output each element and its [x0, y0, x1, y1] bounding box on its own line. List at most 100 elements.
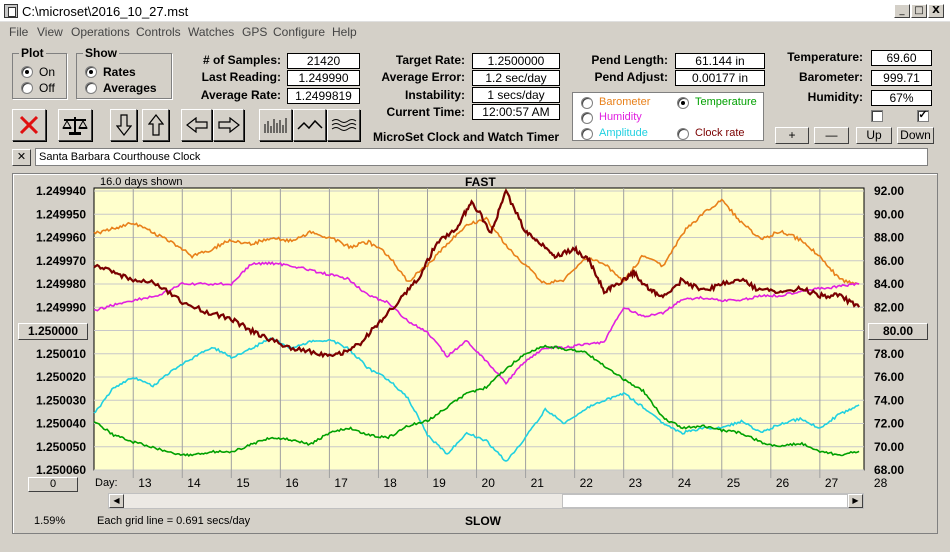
scale-down-button[interactable]: Down: [897, 127, 934, 144]
menu-configure[interactable]: Configure: [273, 25, 326, 39]
plot-on-radio[interactable]: [21, 66, 33, 78]
right-tick-label: 68.00: [874, 463, 904, 477]
line-view-button[interactable]: [293, 109, 326, 141]
arrow-up-icon: [147, 114, 164, 136]
day-tick-label: 25: [727, 476, 741, 490]
instability-value: 1 secs/day: [472, 87, 560, 103]
series-line-clock-rate: [93, 188, 861, 359]
amplitude-option-label: Amplitude: [599, 127, 648, 139]
menu-watches[interactable]: Watches: [188, 25, 235, 39]
scroll-up-button[interactable]: [142, 109, 169, 141]
pend-adjust-label: Pend Adjust:: [594, 70, 668, 84]
clear-data-button[interactable]: [12, 109, 46, 141]
menu-gps[interactable]: GPS: [242, 25, 268, 39]
right-tick-label: 72.00: [874, 417, 904, 431]
chart-frame: [12, 173, 938, 534]
show-averages-radio[interactable]: [85, 82, 97, 94]
scroll-down-button[interactable]: [110, 109, 137, 141]
plot-off-label: Off: [39, 81, 55, 95]
menu-controls[interactable]: Controls: [136, 25, 181, 39]
grid-note-label: Each grid line = 0.691 secs/day: [97, 515, 251, 527]
show-group-title: Show: [83, 46, 119, 60]
show-rates-radio[interactable]: [85, 66, 97, 78]
barometer-radio[interactable]: [581, 97, 593, 109]
scroll-left-button[interactable]: [181, 109, 212, 141]
scrollbar-thumb[interactable]: [562, 494, 848, 508]
left-tick-label: 1.250050: [36, 440, 86, 454]
clock-name-field[interactable]: Santa Barbara Courthouse Clock: [35, 148, 928, 166]
arrow-down-icon: [115, 114, 132, 136]
right-tick-label: 86.00: [874, 254, 904, 268]
plot-area: [93, 187, 865, 471]
day-axis-label: Day:: [95, 477, 118, 489]
horizontal-scrollbar[interactable]: ◀ ▶: [108, 493, 864, 509]
checkbox-right[interactable]: ✓: [917, 109, 929, 122]
minimize-button[interactable]: _: [894, 4, 910, 18]
close-button[interactable]: X: [928, 4, 944, 18]
left-tick-label: 1.249980: [36, 277, 86, 291]
arrow-right-icon: [217, 117, 240, 133]
menu-bar: File View Operations Controls Watches GP…: [0, 22, 950, 42]
samples-value: 21420: [287, 53, 360, 69]
scroll-left-arrow-icon[interactable]: ◀: [109, 494, 124, 508]
temperature-label: Temperature:: [787, 50, 863, 64]
scale-plus-button[interactable]: +: [775, 127, 809, 144]
scale-up-button[interactable]: Up: [856, 127, 892, 144]
menu-help[interactable]: Help: [332, 25, 357, 39]
average-error-label: Average Error:: [381, 70, 465, 84]
scroll-right-button[interactable]: [213, 109, 244, 141]
humidity-radio[interactable]: [581, 112, 593, 124]
left-tick-label: 1.249960: [36, 231, 86, 245]
percent-label: 1.59%: [34, 515, 66, 527]
bars-view-button[interactable]: [259, 109, 292, 141]
maximize-button[interactable]: □: [911, 4, 927, 18]
amplitude-radio[interactable]: [581, 128, 593, 140]
right-tick-label: 84.00: [874, 277, 904, 291]
checkbox-left[interactable]: [871, 110, 883, 122]
left-tick-label: 1.249990: [36, 300, 86, 314]
samples-label: # of Samples:: [202, 53, 281, 67]
plot-off-radio[interactable]: [21, 82, 33, 94]
day-tick-label: 22: [580, 476, 594, 490]
temperature-value: 69.60: [871, 50, 932, 66]
left-center-button[interactable]: 1.250000: [18, 323, 88, 340]
fast-label: FAST: [465, 175, 496, 189]
right-tick-label: 70.00: [874, 440, 904, 454]
scroll-right-arrow-icon[interactable]: ▶: [848, 494, 863, 508]
show-averages-label: Averages: [103, 81, 157, 95]
menu-file[interactable]: File: [9, 25, 29, 39]
temperature-radio[interactable]: [677, 97, 689, 109]
clockrate-radio[interactable]: [677, 128, 689, 140]
barometer-option-label: Barometer: [599, 96, 651, 108]
series-line-temperature: [93, 344, 860, 458]
current-time-value: 12:00:57 AM: [472, 104, 560, 120]
plot-group-title: Plot: [19, 46, 46, 60]
day-tick-label: 20: [482, 476, 496, 490]
day-tick-label: 15: [236, 476, 250, 490]
left-tick-label: 1.250030: [36, 393, 86, 407]
multi-wave-icon: [331, 119, 356, 131]
menu-view[interactable]: View: [37, 25, 63, 39]
bottom-left-button[interactable]: 0: [28, 477, 78, 492]
left-tick-label: 1.250010: [36, 347, 86, 361]
menu-operations[interactable]: Operations: [71, 25, 130, 39]
left-tick-label: 1.250060: [36, 463, 86, 477]
series-line-barometer: [93, 198, 860, 285]
scale-minus-button[interactable]: —: [814, 127, 849, 144]
show-group: Show Rates Averages: [76, 46, 172, 99]
humidity-value: 67%: [871, 90, 932, 106]
series-line-humidity: [94, 261, 860, 385]
smooth-view-button[interactable]: [327, 109, 360, 141]
clear-name-button[interactable]: ✕: [12, 149, 31, 166]
left-tick-label: 1.249950: [36, 207, 86, 221]
app-icon[interactable]: [4, 4, 18, 18]
balance-button[interactable]: [58, 109, 92, 141]
right-tick-label: 82.00: [874, 300, 904, 314]
day-tick-label: 19: [433, 476, 447, 490]
pend-length-value: 61.144 in: [675, 53, 765, 69]
app-subtitle: MicroSet Clock and Watch Timer: [373, 130, 560, 144]
right-center-button[interactable]: 80.00: [868, 323, 928, 340]
day-tick-label: 17: [334, 476, 348, 490]
average-error-value: 1.2 sec/day: [472, 70, 560, 86]
